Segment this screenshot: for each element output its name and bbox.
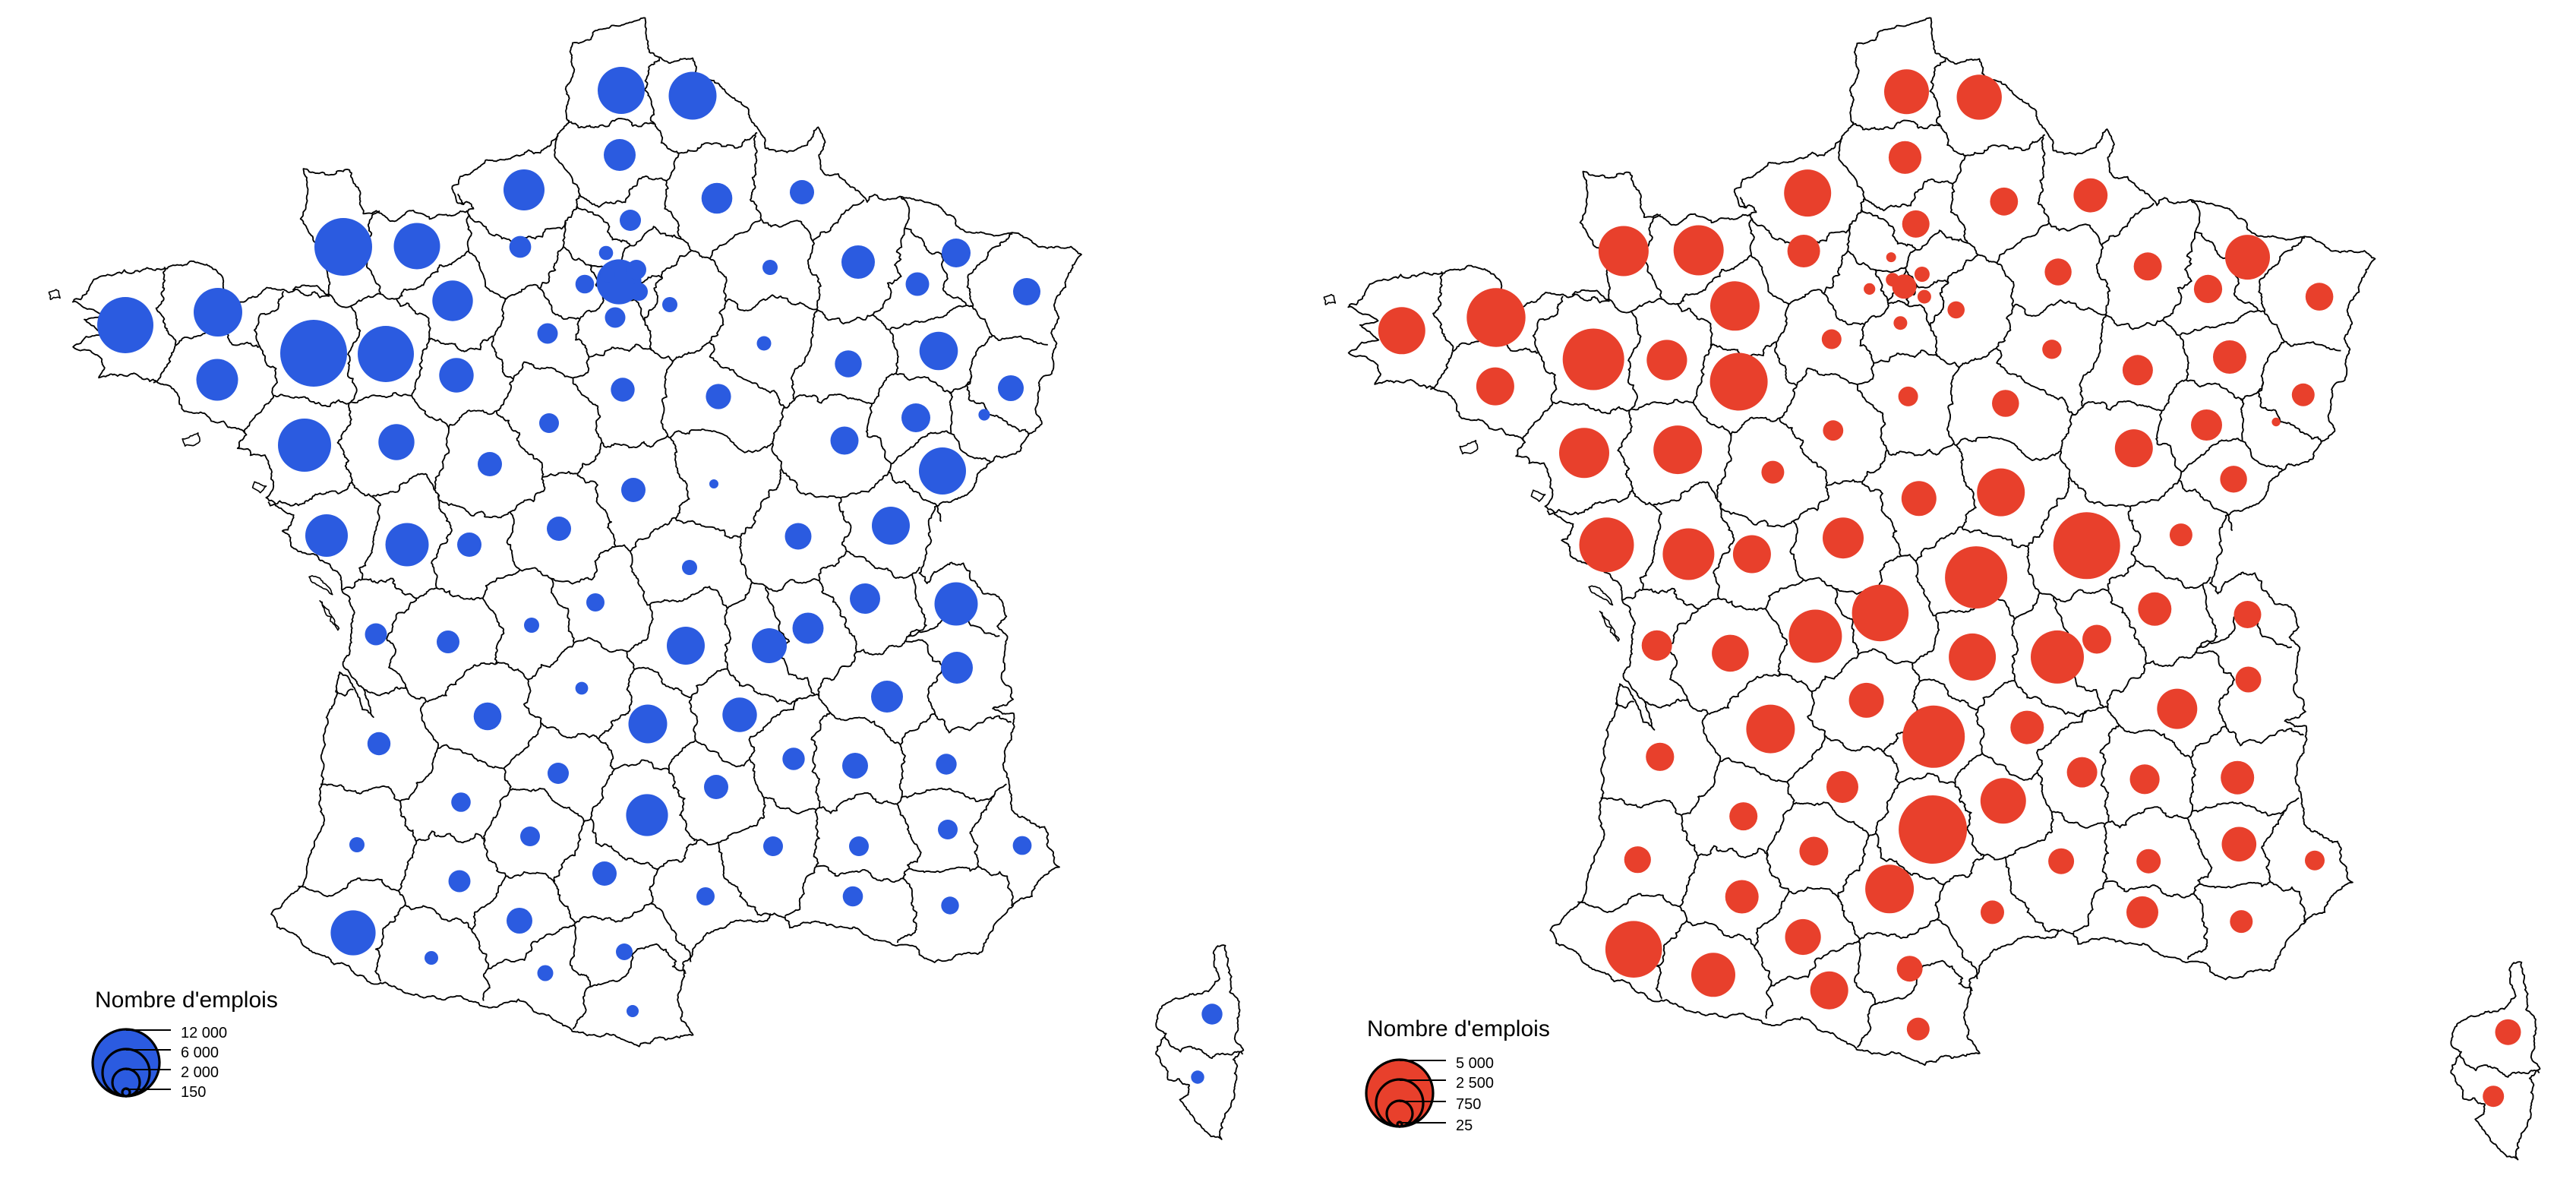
svg-text:5 000: 5 000 [1456, 1055, 1494, 1072]
svg-text:2 000: 2 000 [181, 1064, 219, 1081]
svg-text:12 000: 12 000 [181, 1025, 227, 1041]
svg-text:25: 25 [1456, 1117, 1473, 1134]
svg-text:Nombre d'emplois: Nombre d'emplois [1367, 1016, 1550, 1041]
svg-text:150: 150 [181, 1084, 206, 1101]
svg-text:6 000: 6 000 [181, 1045, 219, 1061]
svg-text:750: 750 [1456, 1096, 1481, 1113]
svg-text:Nombre d'emplois: Nombre d'emplois [95, 988, 278, 1013]
svg-text:2 500: 2 500 [1456, 1075, 1494, 1092]
